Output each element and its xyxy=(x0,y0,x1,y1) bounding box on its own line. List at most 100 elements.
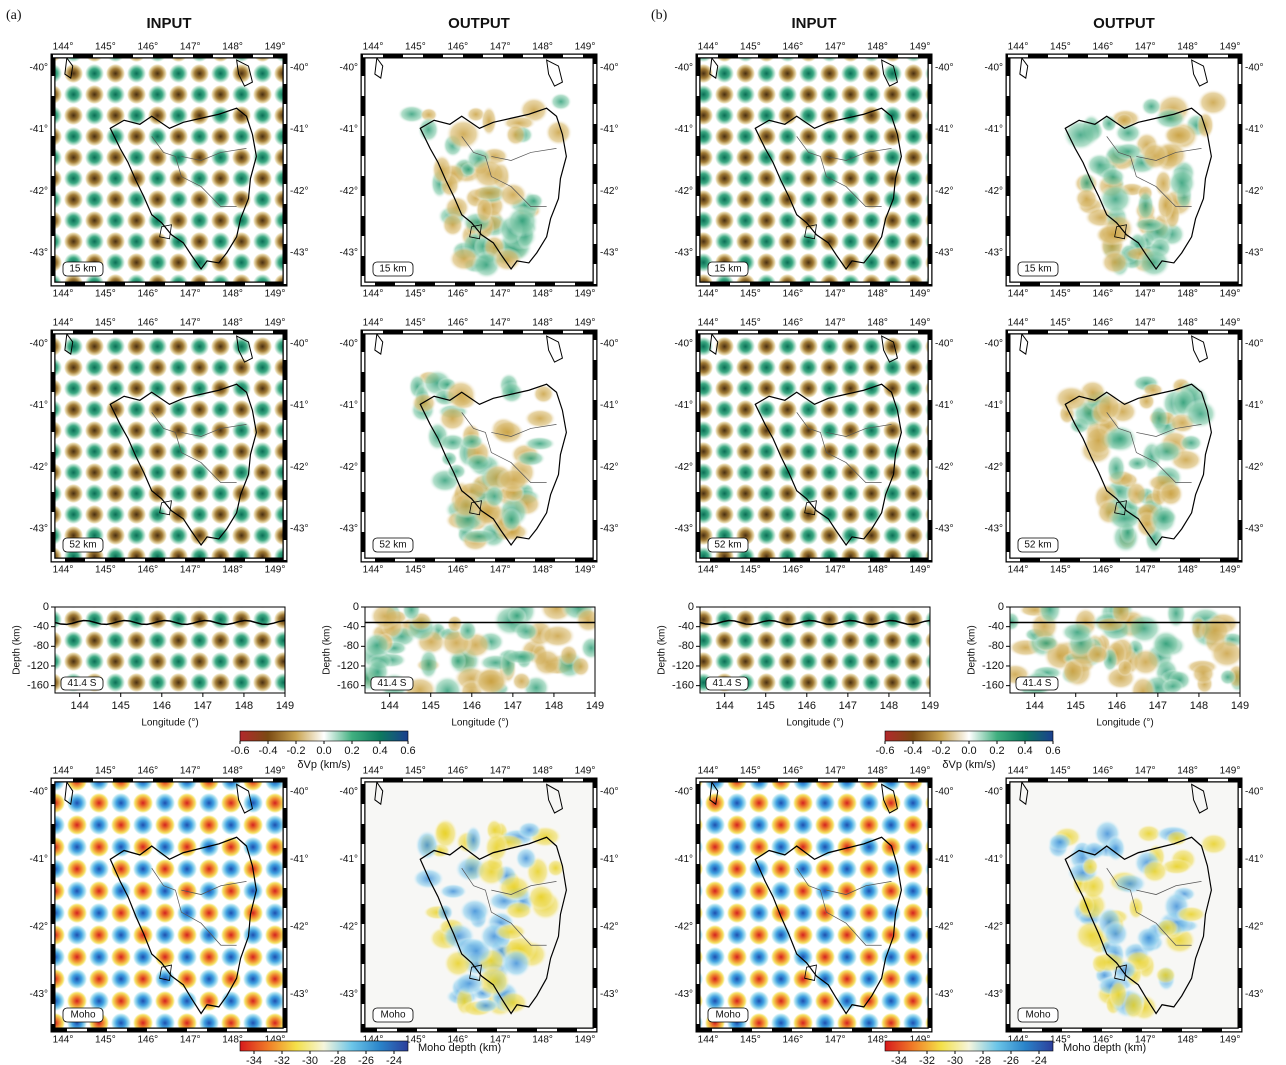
colorbar-tick-label: -0.2 xyxy=(287,745,306,757)
lon-tick-label: 144° xyxy=(363,1035,384,1046)
anomaly-blob xyxy=(454,971,485,996)
anomaly-blob xyxy=(1156,190,1175,221)
lon-tick-label: 146° xyxy=(447,1035,468,1046)
lon-tick-label: 144° xyxy=(698,289,719,300)
section-frame xyxy=(364,606,596,694)
y-tick-label: -120 xyxy=(27,660,49,672)
lat-tick-label: -43° xyxy=(675,247,693,258)
anomaly-blob xyxy=(1038,607,1062,625)
lat-tick-label: -43° xyxy=(675,989,693,1000)
lat-tick-label: -43° xyxy=(30,989,48,1000)
lon-tick-label: 146° xyxy=(447,766,468,777)
y-tick-label: -40 xyxy=(678,621,694,633)
anomaly-blob xyxy=(1114,122,1142,144)
lon-tick-label: 147° xyxy=(825,42,846,53)
lon-tick-label: 146° xyxy=(447,565,468,576)
colorbar-tick-label: -34 xyxy=(891,1055,907,1065)
colorbar-tick-label: -0.2 xyxy=(932,745,951,757)
lon-tick-label: 148° xyxy=(867,318,888,329)
lat-tick-label: -43° xyxy=(985,523,1003,534)
anomaly-blob xyxy=(526,883,556,911)
lon-tick-label: 148° xyxy=(222,565,243,576)
lon-tick-label: 149° xyxy=(265,766,286,777)
colorbar-tick-label: -0.4 xyxy=(904,745,923,757)
layer-label: Moho xyxy=(70,1010,95,1021)
y-tick-label: -120 xyxy=(337,660,359,672)
colorbar-tick-label: 0.4 xyxy=(372,745,387,757)
lat-tick-label: -43° xyxy=(290,247,308,258)
map-frame-dash xyxy=(696,54,932,286)
anomaly-blob xyxy=(1153,107,1187,130)
lon-tick-label: 145° xyxy=(1050,42,1071,53)
lon-tick-label: 144° xyxy=(698,766,719,777)
anomaly-blob xyxy=(505,205,539,238)
lon-tick-label: 146° xyxy=(1092,1035,1113,1046)
lat-tick-label: -43° xyxy=(1245,247,1263,258)
anomaly-blob xyxy=(438,883,468,900)
anomaly-blob xyxy=(1053,385,1090,412)
anomaly-blob xyxy=(466,106,486,123)
lat-tick-label: -40° xyxy=(985,787,1003,798)
lon-tick-label: 145° xyxy=(740,289,761,300)
map-panel xyxy=(363,332,595,560)
layer-label: 15 km xyxy=(714,264,741,275)
anomaly-blob xyxy=(1196,111,1215,140)
x-tick-label: 146 xyxy=(1108,700,1126,712)
lon-tick-label: 145° xyxy=(95,42,116,53)
lat-tick-label: -40° xyxy=(30,787,48,798)
lon-tick-label: 148° xyxy=(532,1035,553,1046)
anomaly-blob xyxy=(1105,834,1126,862)
anomaly-blob xyxy=(1165,607,1187,629)
x-tick-label: 149 xyxy=(276,700,294,712)
anomaly-blob xyxy=(475,856,507,887)
lon-tick-label: 148° xyxy=(532,565,553,576)
lon-tick-label: 146° xyxy=(782,565,803,576)
colorbar-tick-label: 0.0 xyxy=(316,745,331,757)
lat-tick-label: -41° xyxy=(1245,124,1263,135)
lon-tick-label: 145° xyxy=(1050,318,1071,329)
anomaly-blob xyxy=(1100,114,1118,133)
anomaly-blob xyxy=(507,607,527,625)
anomaly-blob xyxy=(1137,247,1171,278)
lon-tick-label: 144° xyxy=(363,766,384,777)
section-frame xyxy=(54,606,286,694)
anomaly-blob xyxy=(491,419,525,446)
anomaly-blob xyxy=(1111,607,1131,625)
lon-tick-label: 146° xyxy=(137,289,158,300)
y-tick-label: -40 xyxy=(33,621,49,633)
lon-tick-label: 148° xyxy=(1177,318,1198,329)
colorbar-tick-label: 0.6 xyxy=(400,745,415,757)
anomaly-blob xyxy=(1154,966,1177,984)
lon-tick-label: 146° xyxy=(137,766,158,777)
anomaly-blob xyxy=(1197,89,1230,116)
lat-tick-label: -40° xyxy=(340,787,358,798)
anomaly-blob xyxy=(1100,167,1126,187)
lon-tick-label: 146° xyxy=(782,289,803,300)
lat-tick-label: -41° xyxy=(935,854,953,865)
anomaly-blob xyxy=(441,212,464,237)
anomaly-blob xyxy=(1098,183,1133,215)
colorbar-tick-label: -0.6 xyxy=(876,745,895,757)
anomaly-blob xyxy=(539,624,576,648)
colorbar-tick-label: -30 xyxy=(947,1055,963,1065)
lon-tick-label: 147° xyxy=(1135,318,1156,329)
map-frame-dash xyxy=(1006,54,1242,286)
column-header: INPUT xyxy=(792,15,837,32)
lon-tick-label: 149° xyxy=(910,565,931,576)
lat-tick-label: -43° xyxy=(30,247,48,258)
lat-tick-label: -41° xyxy=(985,124,1003,135)
lat-tick-label: -42° xyxy=(985,922,1003,933)
anomaly-blob xyxy=(1175,905,1207,923)
x-tick-label: 145 xyxy=(1067,700,1085,712)
map-panel xyxy=(53,332,285,560)
y-tick-label: -80 xyxy=(33,640,49,652)
lon-tick-label: 148° xyxy=(222,42,243,53)
lat-tick-label: -42° xyxy=(290,462,308,473)
lon-tick-label: 147° xyxy=(180,318,201,329)
colorbar-tick-label: -32 xyxy=(919,1055,935,1065)
lon-tick-label: 149° xyxy=(910,318,931,329)
anomaly-blob xyxy=(1130,647,1161,677)
colorbar-tick-label: 0.4 xyxy=(1017,745,1032,757)
x-tick-label: 145 xyxy=(422,700,440,712)
lon-tick-label: 147° xyxy=(1135,42,1156,53)
